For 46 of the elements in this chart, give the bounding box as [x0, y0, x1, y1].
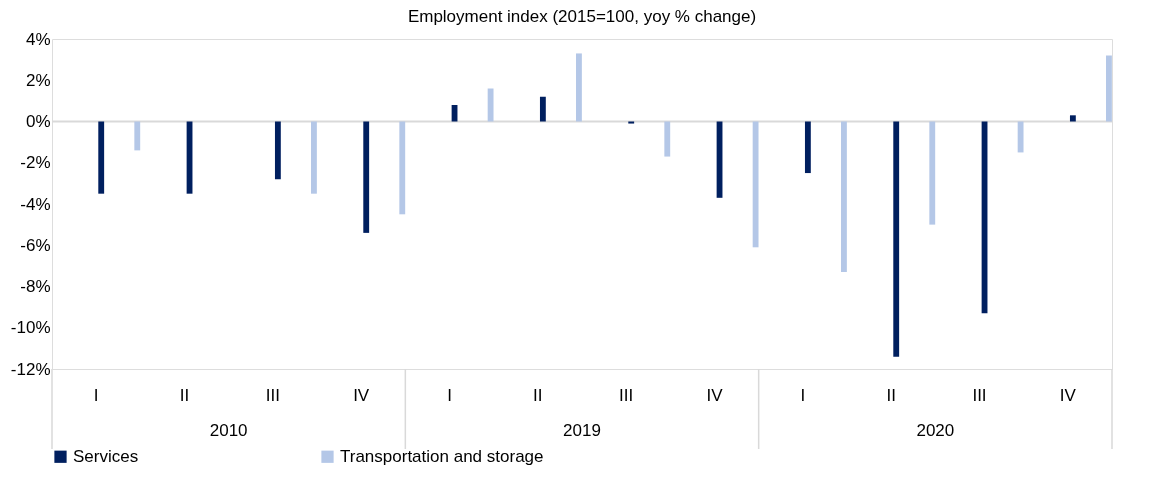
y-tick-label: -12%: [10, 359, 51, 379]
bar: [628, 121, 635, 124]
y-tick-label: -8%: [20, 277, 51, 296]
y-tick-label: -4%: [20, 194, 51, 214]
x-tick-label: II: [179, 385, 190, 405]
x-tick-label: I: [800, 385, 806, 405]
bar: [487, 88, 494, 122]
x-tick-label: III: [619, 385, 634, 405]
y-tick-label: -10%: [10, 318, 51, 338]
bar: [399, 121, 406, 215]
chart-title: Employment index (2015=100, yoy % change): [407, 7, 757, 26]
bar: [1069, 115, 1076, 122]
bar: [98, 121, 105, 194]
text: 2019: [563, 421, 601, 440]
bar: [752, 121, 759, 248]
x-tick-label: I: [93, 385, 99, 405]
legend-label: Transportation and storage: [340, 446, 544, 466]
x-tick-label: II: [533, 385, 543, 405]
text: 2020: [916, 421, 955, 440]
legend-label: Services: [73, 446, 139, 466]
x-tick-label: IV: [353, 385, 370, 405]
y-tick-label: -2%: [20, 153, 51, 173]
x-tick-label: I: [447, 385, 452, 405]
bar: [841, 121, 847, 273]
x-tick-label: III: [972, 385, 987, 405]
y-tick-label: -6%: [20, 235, 51, 255]
bar: [1106, 55, 1112, 122]
y-tick-label: 0%: [25, 112, 51, 131]
bar: [893, 121, 900, 357]
bar: [929, 121, 936, 225]
bar: [134, 121, 141, 151]
text: 2010: [209, 421, 248, 440]
x-tick-label: IV: [1059, 385, 1077, 405]
bar: [664, 121, 671, 157]
bar: [1017, 121, 1024, 153]
y-tick-label: 2%: [25, 70, 51, 90]
bar: [311, 121, 317, 194]
x-tick-label: III: [265, 385, 280, 405]
x-tick-label: II: [886, 385, 896, 405]
y-tick-label: 4%: [25, 29, 51, 49]
bar: [363, 121, 370, 233]
bar: [539, 96, 546, 122]
bar: [576, 53, 582, 122]
bar: [274, 121, 281, 180]
bar: [804, 121, 811, 174]
x-tick-label: IV: [706, 385, 724, 405]
